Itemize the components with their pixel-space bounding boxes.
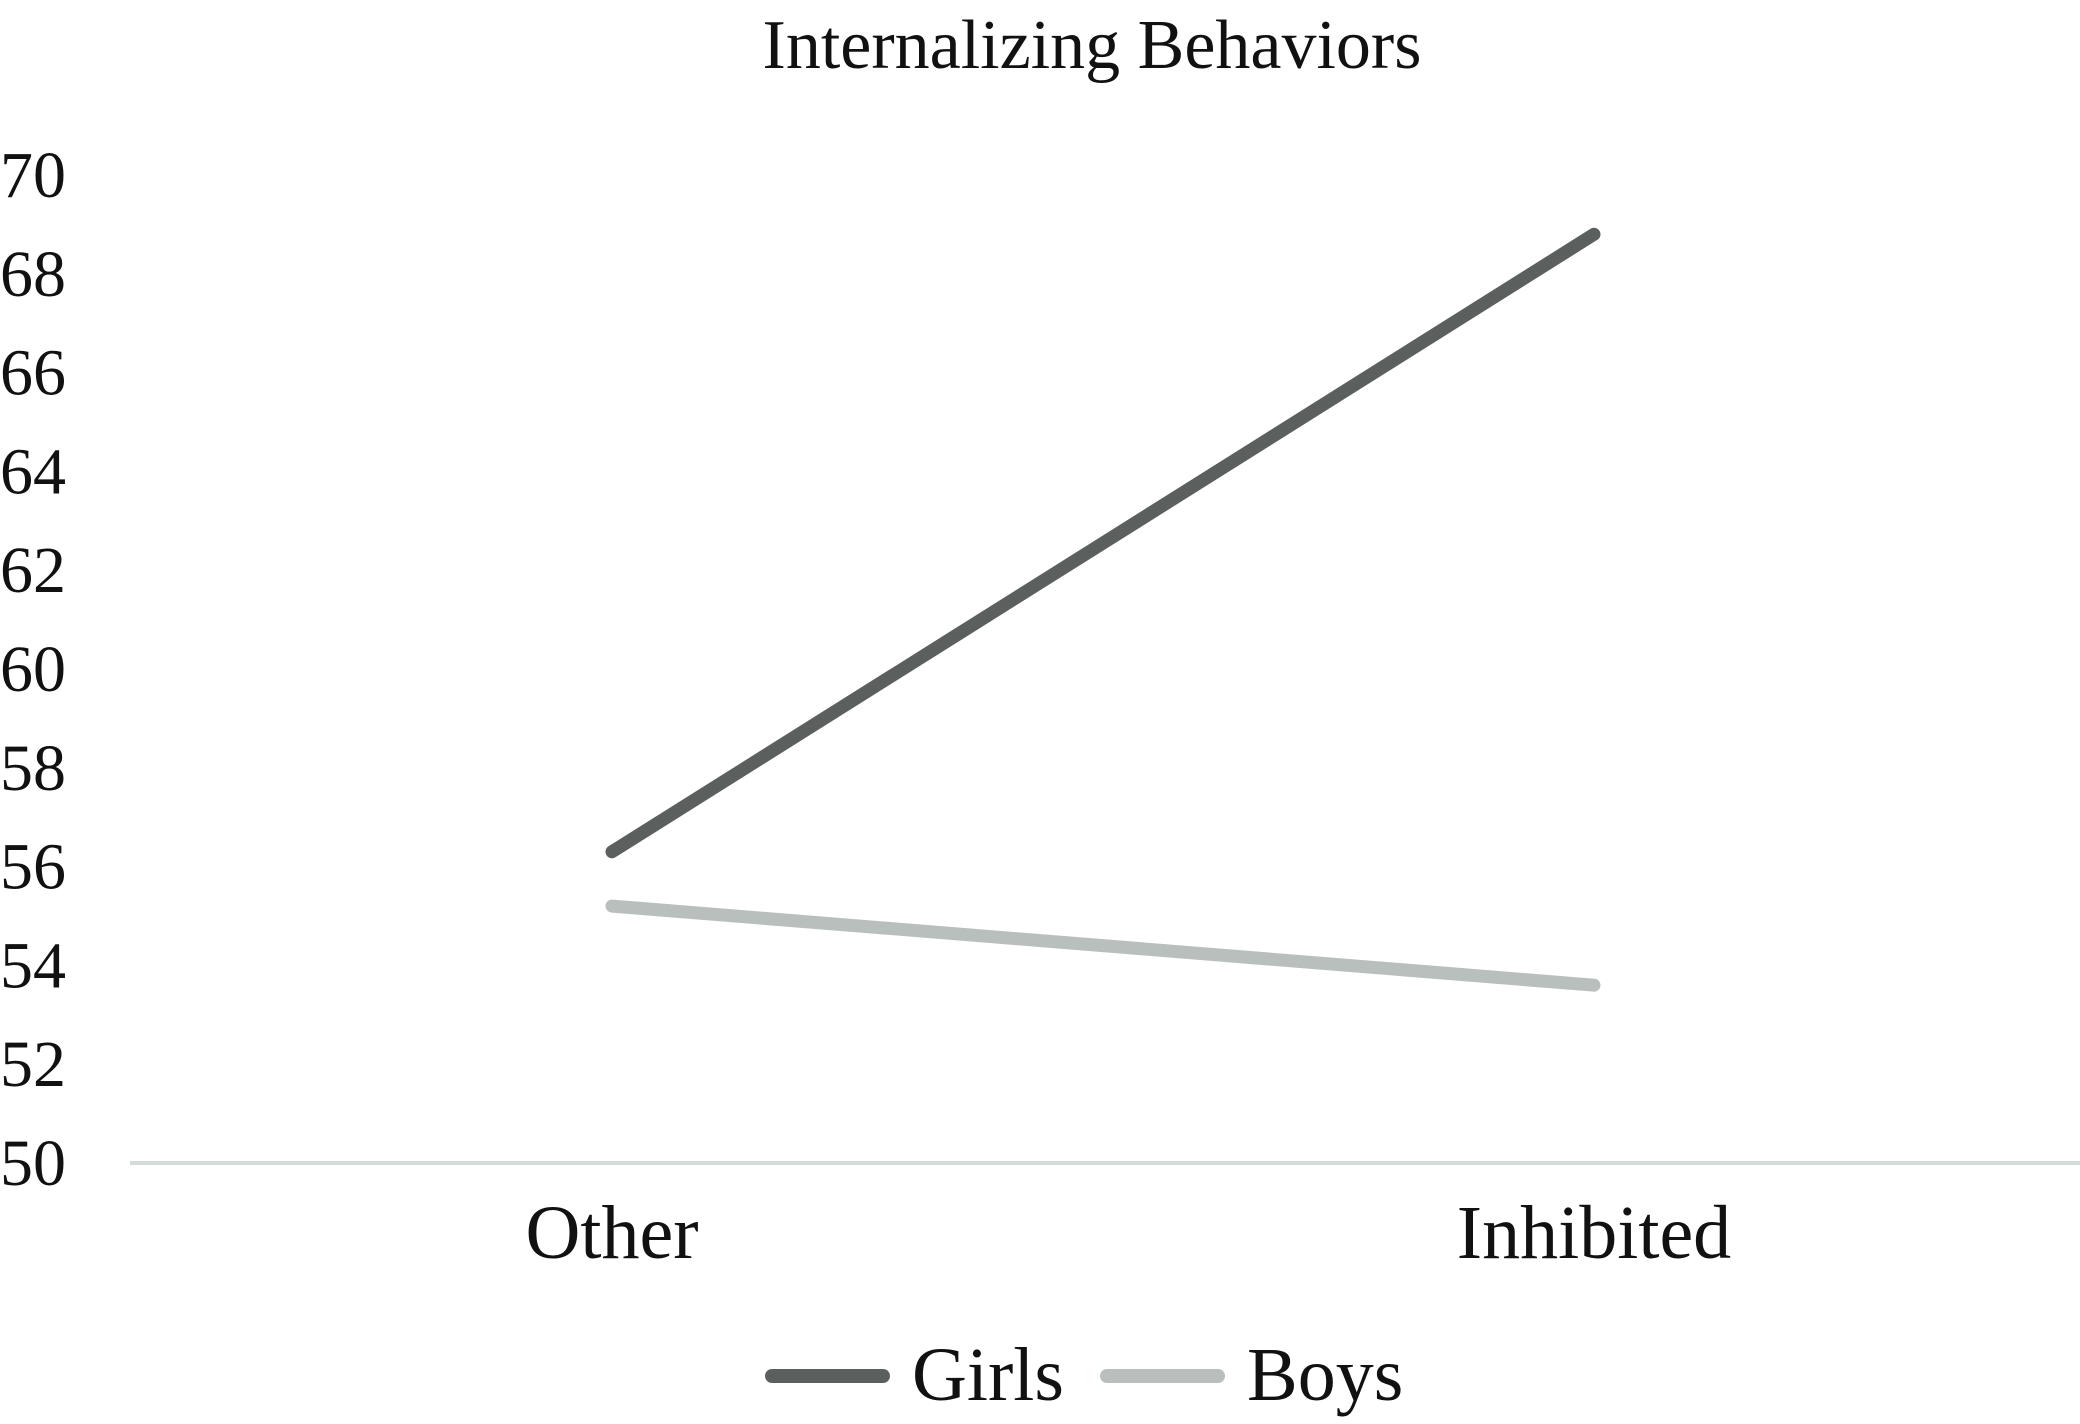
legend-label-boys: Boys [1247,1333,1403,1417]
y-tick-label-60: 60 [0,633,66,706]
y-tick-label-68: 68 [0,238,66,311]
legend: Girls Boys [765,1333,1403,1417]
chart-title: Internalizing Behaviors [763,7,1422,84]
series-line-boys [605,899,1601,992]
x-tick-label-inhibited: Inhibited [1457,1191,1731,1275]
y-tick-label-56: 56 [0,831,66,904]
legend-label-girls: Girls [912,1333,1064,1417]
y-tick-label-54: 54 [0,929,66,1002]
y-tick-label-70: 70 [0,139,66,212]
y-tick-label-58: 58 [0,732,66,805]
series-lines [605,227,1601,992]
x-axis-ticks: Other Inhibited [525,1191,1731,1275]
y-tick-label-64: 64 [0,435,66,508]
y-tick-label-50: 50 [0,1127,66,1200]
y-tick-label-52: 52 [0,1028,66,1101]
y-axis-ticks: 50 52 54 56 58 60 62 64 66 68 70 [0,139,66,1200]
y-tick-label-66: 66 [0,337,66,410]
series-line-girls [605,227,1601,859]
x-tick-label-other: Other [525,1191,698,1275]
y-tick-label-62: 62 [0,534,66,607]
